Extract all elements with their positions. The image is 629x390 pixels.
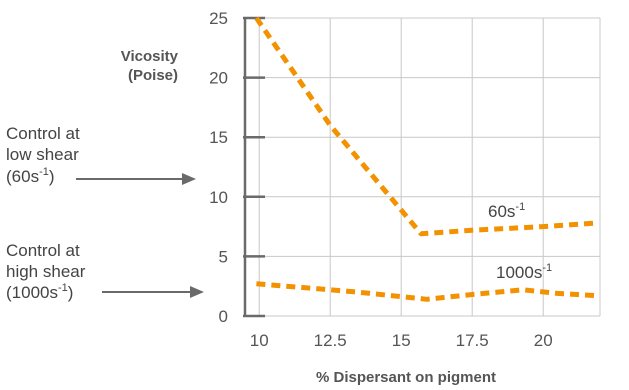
y-axis-label-line1: Vicosity [121,48,179,65]
series-label-1000s-base: 1000s [496,263,542,282]
annotation-low-shear-line2: low shear [6,145,79,164]
x-tick-label: 12.5 [314,331,347,350]
data-point-60s [328,123,332,127]
y-tick-labels: 0 5 10 15 20 25 [209,9,228,326]
data-point-1000s [595,294,599,298]
annotation-high-shear-paren-close: ) [68,283,74,302]
x-axis-label: % Dispersant on pigment [316,369,496,386]
x-tick-label: 15 [392,331,411,350]
x-tick-label: 20 [534,331,553,350]
data-point-1000s [314,287,318,291]
annotation-high-shear: Control at high shear (1000s-1) [6,241,204,302]
axes [243,16,265,318]
y-tick-label: 25 [209,9,228,28]
data-point-60s [595,221,599,225]
data-point-1000s [555,291,559,295]
y-tick-label: 10 [209,188,228,207]
annotation-low-shear-sup: -1 [39,166,49,178]
series-label-1000s: 1000s-1 [496,262,552,282]
arrow-low-shear-head [182,173,196,185]
data-point-1000s [521,288,525,292]
data-point-60s [470,228,474,232]
annotation-low-shear-paren-open: (60s [6,167,39,186]
y-tick-label: 0 [219,307,228,326]
series-line-60s [254,16,598,237]
y-tick-label: 15 [209,128,228,147]
x-tick-label: 10 [250,331,269,350]
series-label-60s-base: 60s [488,202,515,221]
series-lines [254,16,599,302]
grid-lines [245,17,601,317]
annotation-low-shear-line3: (60s-1) [6,166,55,186]
x-tick-labels: 10 12.5 15 17.5 20 [250,331,553,350]
series-line-1000s [256,281,598,302]
annotation-high-shear-sup: -1 [58,282,68,294]
y-axis-label-line2: (Poise) [128,67,178,84]
y-tick-label: 5 [219,247,228,266]
data-point-1000s [357,290,361,294]
data-point-60s [541,225,545,229]
data-point-1000s [470,293,474,297]
annotation-high-shear-line1: Control at [6,241,80,260]
series-label-60s: 60s-1 [488,201,525,221]
annotation-high-shear-line2: high shear [6,262,86,281]
annotation-low-shear-paren-close: ) [49,167,55,186]
data-point-60s [419,232,423,236]
annotation-low-shear-line1: Control at [6,124,80,143]
series-label-60s-sup: -1 [515,201,525,213]
annotation-low-shear: Control at low shear (60s-1) [6,124,196,186]
y-tick-label: 20 [209,69,228,88]
annotation-high-shear-line3: (1000s-1) [6,282,73,302]
arrow-high-shear-head [190,286,204,298]
data-point-1000s [254,282,258,286]
series-label-1000s-sup: -1 [542,262,552,274]
annotation-high-shear-paren-open: (1000s [6,283,58,302]
x-tick-label: 17.5 [456,331,489,350]
data-point-60s [254,16,258,20]
data-point-1000s [425,297,429,301]
